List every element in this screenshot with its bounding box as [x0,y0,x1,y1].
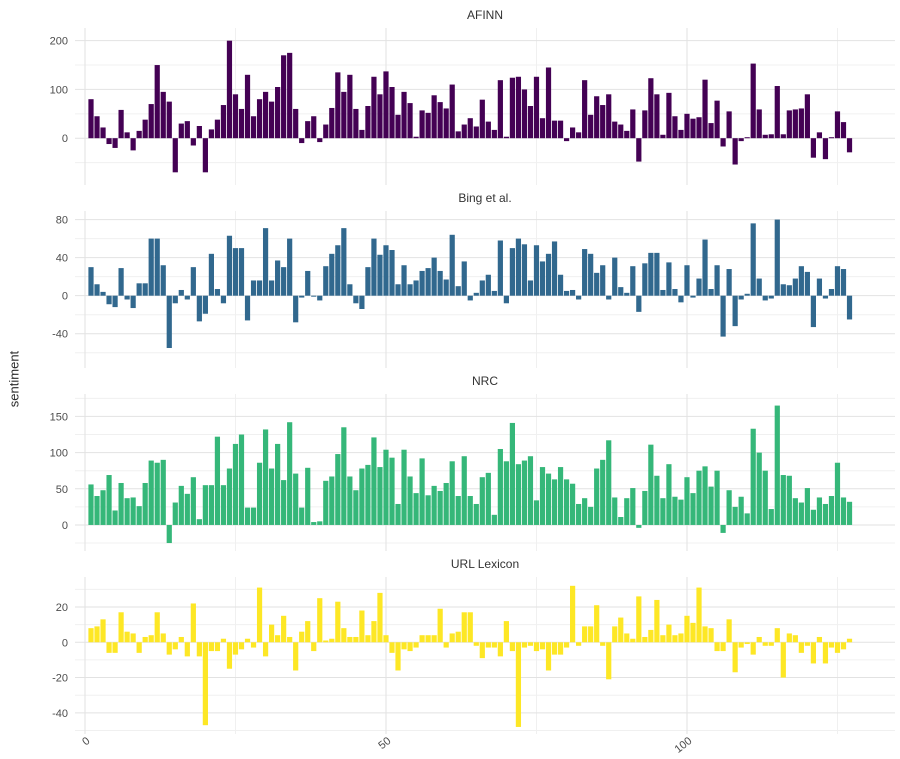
facet-nrc: NRC 0 50 100 150 [0,374,900,551]
grid-major [75,394,895,551]
y-tick-label: -20 [52,673,68,685]
y-tick-label: 0 [62,637,68,649]
y-axis-labels: 0 50 100 150 [50,411,68,532]
facet-strip-title: URL Lexicon [450,557,520,571]
y-tick-label: 0 [62,133,68,145]
y-tick-label: 20 [56,602,68,614]
facet-strip-title: AFINN [467,8,503,22]
y-axis-labels: 0 100 200 [50,36,68,146]
x-tick-label: 50 [376,735,394,752]
bar-series [88,585,853,727]
y-tick-label: 100 [50,448,68,460]
bar-series [88,40,853,173]
facet-strip-title: Bing et al. [458,191,512,205]
facet-url-lexicon: URL Lexicon -40 -20 0 20 [0,557,900,734]
x-tick-label: 0 [80,735,93,749]
y-tick-label: -40 [52,708,68,720]
grid-minor [75,28,895,185]
y-tick-label: 50 [56,484,68,496]
facet-bing-et-al: Bing et al. -40 0 40 80 [0,191,900,368]
y-tick-label: 0 [62,520,68,532]
y-tick-label: 200 [50,36,68,48]
facet-panel-afinn: 0 100 200 [50,28,895,185]
grid-major [75,577,895,734]
bar-series [88,405,853,544]
y-tick-label: 100 [50,84,68,96]
grid-minor [75,394,895,551]
y-axis-labels: -40 0 40 80 [52,215,68,341]
facet-strip-title: NRC [472,374,498,388]
facet-panel-nrc: 0 50 100 150 [50,394,895,551]
grid-minor [75,577,895,734]
grid-major [75,211,895,368]
y-axis-labels: -40 -20 0 20 [52,602,68,720]
x-axis: 0 50 100 [0,732,900,759]
x-tick-label: 100 [672,735,695,756]
bar-series [88,219,853,349]
y-tick-label: -40 [52,329,68,341]
y-tick-label: 150 [50,411,68,423]
facet-column: AFINN 0 100 200 Bing et al. -40 0 40 80 NRC 0 50 100… [0,8,900,740]
y-tick-label: 80 [56,215,68,227]
facet-afinn: AFINN 0 100 200 [0,8,900,185]
facet-panel-url-lexicon: -40 -20 0 20 [52,577,895,734]
y-tick-label: 40 [56,253,68,265]
y-tick-label: 0 [62,291,68,303]
grid-minor [75,211,895,368]
grid-major [75,28,895,185]
facet-panel-bing-et-al: -40 0 40 80 [52,211,895,368]
